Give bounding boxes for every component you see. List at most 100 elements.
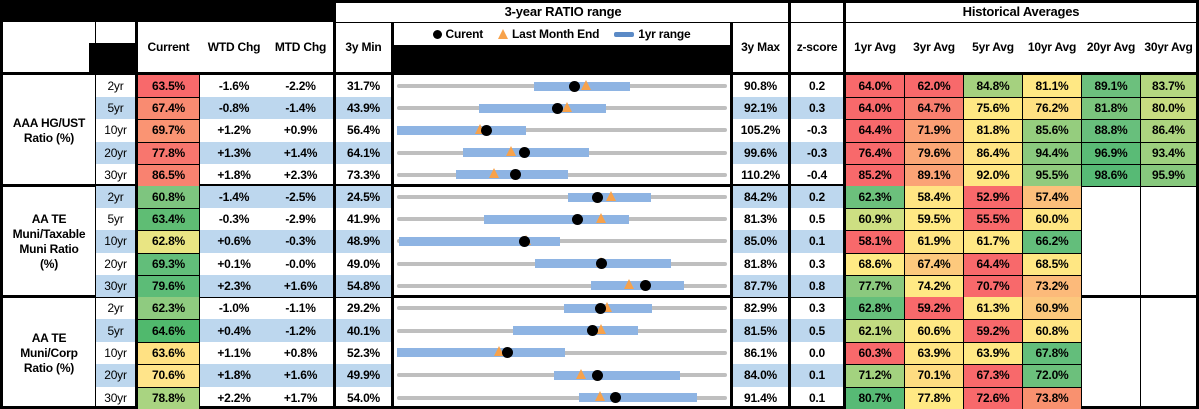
tenor-label: 2yr — [107, 79, 124, 94]
z-score-cell: 0.3 — [791, 97, 843, 120]
avg-cell: 67.8% — [1023, 341, 1081, 365]
tenor-label: 5yr — [96, 319, 135, 342]
3y-min-cell: 49.9% — [336, 364, 391, 387]
z-score-cell: 0.3 — [808, 301, 826, 316]
current-marker — [518, 147, 530, 159]
avg-cell: 70.7% — [964, 274, 1022, 297]
grid-line — [138, 319, 199, 321]
1yr-range-bar — [513, 326, 639, 336]
grid-line — [843, 141, 1196, 143]
legend-current-label: Curent — [445, 27, 484, 41]
z-score-cell: 0.5 — [791, 319, 843, 342]
z-score-cell: 0.1 — [808, 390, 826, 405]
current-cell: 77.8% — [138, 141, 199, 164]
avg-cell: 58.4% — [905, 186, 963, 209]
mtd-chg-cell: +1.6% — [268, 364, 333, 387]
3y-max-cell: 81.5% — [733, 319, 788, 342]
grid-line — [1196, 0, 1199, 409]
mtd-chg-cell: +1.7% — [283, 390, 318, 405]
3y-max-cell: 99.6% — [733, 141, 788, 164]
wtd-chg-cell: -0.8% — [200, 97, 268, 120]
tenor-label: 20yr — [96, 141, 135, 164]
avg-cell: 64.4% — [964, 252, 1022, 275]
avg-cell: 67.3% — [964, 364, 1022, 387]
z-score-cell: 0.5 — [808, 212, 826, 227]
avg-cell: 64.0% — [846, 75, 904, 98]
grid-line — [843, 274, 1081, 276]
z-score-cell: -0.3 — [791, 141, 843, 164]
grid-line — [138, 386, 199, 388]
mtd-chg-cell: -1.1% — [285, 301, 316, 316]
grid-line — [843, 208, 1081, 210]
avg-cell: 98.6% — [1082, 163, 1140, 186]
grid-line — [391, 22, 394, 409]
3y-min-cell: 31.7% — [346, 79, 381, 94]
3y-range-track — [397, 239, 727, 244]
legend-item-1yr-range: 1yr range — [614, 27, 691, 41]
last-month-marker — [595, 391, 606, 402]
wtd-chg-cell: +2.3% — [200, 274, 268, 297]
tenor-label: 10yr — [104, 345, 127, 360]
grid-line — [138, 97, 199, 99]
last-month-marker — [576, 368, 587, 379]
current-cell: 78.8% — [138, 386, 199, 409]
wtd-chg-cell: +0.6% — [200, 230, 268, 253]
1yr-range-bar — [484, 214, 629, 224]
col-header-wtd-chg: WTD Chg — [207, 40, 261, 54]
mtd-chg-cell: -0.0% — [285, 256, 316, 271]
grid-line — [138, 230, 199, 232]
avg-cell: 81.8% — [964, 119, 1022, 142]
grid-line — [95, 0, 96, 409]
avg-cell: 66.2% — [1023, 230, 1081, 253]
avg-cell: 59.5% — [905, 208, 963, 231]
col-header-20yr-avg: 20yr Avg — [1086, 40, 1136, 54]
col-header-z-score: z-score — [796, 40, 838, 54]
range-chart — [394, 297, 730, 319]
group-label: AA TE Muni/Taxable Muni Ratio (%) — [12, 211, 86, 271]
range-chart — [394, 97, 730, 119]
mtd-chg-cell: +0.8% — [283, 345, 318, 360]
grid-line — [138, 141, 199, 143]
current-marker — [481, 124, 493, 136]
avg-cell: 85.6% — [1023, 119, 1081, 142]
z-score-cell: -0.4 — [807, 167, 827, 182]
grid-line — [904, 75, 905, 409]
legend-last-month-label: Last Month End — [512, 27, 600, 41]
mtd-chg-cell: +1.4% — [268, 141, 333, 164]
last-month-marker — [505, 146, 516, 157]
z-score-cell: 0.8 — [791, 274, 843, 297]
3y-max-cell: 81.3% — [743, 212, 778, 227]
current-cell: 63.6% — [138, 341, 199, 365]
avg-cell: 57.4% — [1023, 186, 1081, 209]
avg-cell: 67.4% — [905, 252, 963, 275]
range-chart — [394, 142, 730, 164]
range-chart — [394, 342, 730, 364]
avg-cell: 60.9% — [846, 208, 904, 231]
grid-line — [138, 341, 199, 343]
col-header-mtd-chg: MTD Chg — [274, 40, 327, 54]
avg-cell: 74.2% — [905, 274, 963, 297]
z-score-cell: 0.2 — [808, 79, 826, 94]
avg-cell: 59.2% — [964, 319, 1022, 342]
grid-line — [138, 163, 199, 165]
3y-max-cell: 86.1% — [743, 345, 778, 360]
avg-cell: 76.2% — [1023, 97, 1081, 120]
last-month-marker — [489, 168, 499, 179]
current-cell: 62.3% — [138, 297, 199, 320]
avg-cell: 83.7% — [1141, 75, 1196, 98]
3y-min-cell: 43.9% — [336, 97, 391, 120]
tenor-header-black-box — [89, 43, 137, 73]
z-score-cell: 0.0 — [808, 345, 826, 360]
current-marker — [591, 369, 603, 381]
tenor-label: 2yr — [107, 301, 124, 316]
avg-cell: 72.0% — [1023, 364, 1081, 387]
grid-line — [138, 119, 199, 121]
current-cell: 69.3% — [138, 252, 199, 275]
grid-line — [0, 295, 1199, 298]
avg-cell: 85.2% — [846, 163, 904, 186]
avg-cell: 76.4% — [846, 141, 904, 164]
tenor-label: 10yr — [96, 230, 135, 253]
avg-cell: 81.8% — [1082, 97, 1140, 120]
wtd-chg-cell: +2.2% — [217, 390, 251, 405]
avg-cell: 61.9% — [905, 230, 963, 253]
